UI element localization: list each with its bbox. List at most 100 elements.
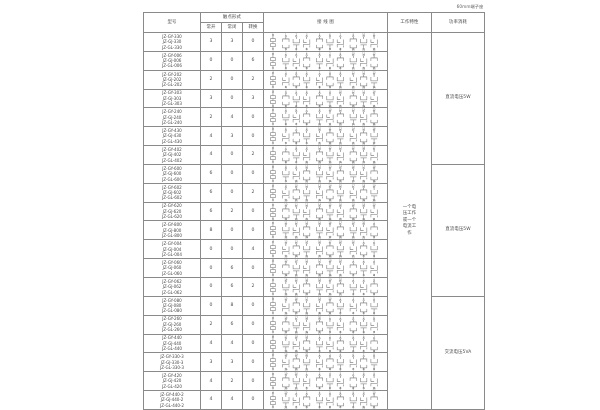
svg-text:4: 4 — [295, 71, 297, 74]
svg-text:3: 3 — [272, 240, 274, 242]
svg-text:8: 8 — [306, 127, 308, 130]
svg-text:7: 7 — [363, 349, 365, 352]
cell-normally-closed: 6 — [221, 258, 243, 278]
svg-text:12: 12 — [352, 90, 356, 93]
svg-text:17: 17 — [362, 165, 366, 168]
wiring-schematic: 2 2 3 3 4 4 5 6 7 7 8 8 9 10 11 11 12 12 13 — [270, 52, 378, 70]
table-row: JZ-GY-260 JZ-GJ-260 JZ-GL-260 2 6 0 7 16 17 17 18 1… — [143, 314, 485, 335]
svg-text:12: 12 — [362, 66, 366, 69]
cell-normally-closed: 6 — [221, 314, 243, 335]
svg-text:7: 7 — [319, 66, 321, 69]
svg-text:18: 18 — [305, 316, 309, 319]
svg-text:14: 14 — [362, 108, 366, 111]
svg-text:10: 10 — [295, 180, 299, 183]
cell-model: JZ-GY-440 JZ-GJ-440 JZ-GL-440 — [143, 333, 201, 354]
svg-text:6: 6 — [295, 108, 297, 111]
svg-text:3: 3 — [363, 278, 365, 281]
svg-text:6: 6 — [329, 33, 331, 36]
model-number: JZ-GJ-420 — [162, 378, 182, 384]
svg-text:4: 4 — [329, 368, 331, 371]
svg-text:3: 3 — [306, 33, 308, 36]
svg-text:18: 18 — [318, 274, 322, 277]
cell-normally-open: 0 — [200, 258, 222, 278]
model-number: JZ-GJ-080 — [162, 303, 182, 309]
model-number: JZ-GY-004 — [162, 241, 182, 247]
svg-text:18: 18 — [372, 161, 376, 164]
svg-text:8: 8 — [340, 52, 342, 55]
svg-text:2: 2 — [306, 387, 308, 390]
svg-text:9: 9 — [306, 146, 308, 149]
wiring-schematic: 8 17 18 18 19 19 20 1 2 2 3 3 4 5 6 6 7 7 8 — [270, 335, 378, 352]
svg-text:9: 9 — [319, 104, 321, 107]
cell-power-consumption: 直流电压5W — [431, 32, 485, 165]
svg-text:3: 3 — [285, 71, 287, 74]
svg-text:7: 7 — [295, 123, 297, 126]
svg-text:2: 2 — [329, 330, 331, 333]
svg-text:13: 13 — [305, 217, 309, 220]
svg-text:16: 16 — [372, 123, 376, 126]
svg-text:20: 20 — [318, 311, 322, 314]
svg-text:10: 10 — [284, 198, 288, 201]
cell-changeover: 2 — [242, 145, 264, 165]
cell-wiring-diagram: 3 3 4 4 5 5 6 7 8 8 9 9 10 11 12 12 13 13 14 — [263, 69, 388, 90]
svg-text:1: 1 — [285, 33, 287, 36]
cell-normally-open: 0 — [200, 276, 222, 297]
svg-text:15: 15 — [328, 203, 332, 206]
svg-text:8: 8 — [319, 90, 321, 93]
svg-text:11: 11 — [372, 406, 376, 409]
svg-text:8: 8 — [295, 146, 297, 149]
svg-text:20: 20 — [372, 198, 376, 201]
svg-text:18: 18 — [339, 236, 343, 239]
cell-normally-closed: 3 — [221, 32, 243, 52]
svg-text:9: 9 — [373, 372, 375, 375]
svg-text:10: 10 — [328, 104, 332, 107]
svg-text:15: 15 — [328, 198, 332, 201]
model-number: JZ-GL-440 — [162, 346, 182, 352]
model-number: JZ-GL-620 — [162, 214, 182, 220]
svg-text:16: 16 — [339, 203, 343, 206]
header-model: 型号 — [143, 12, 201, 33]
model-number: JZ-GJ-602 — [162, 189, 182, 195]
svg-text:5: 5 — [306, 66, 308, 69]
svg-text:16: 16 — [352, 161, 356, 164]
svg-text:14: 14 — [318, 198, 322, 201]
svg-text:9: 9 — [272, 184, 274, 186]
svg-text:17: 17 — [305, 293, 309, 296]
cell-normally-open: 0 — [200, 295, 222, 316]
svg-text:13: 13 — [352, 108, 356, 111]
cell-normally-open: 2 — [200, 107, 222, 128]
svg-text:6: 6 — [306, 90, 308, 93]
svg-text:18: 18 — [284, 353, 288, 356]
svg-text:14: 14 — [339, 165, 343, 168]
svg-text:2: 2 — [272, 391, 274, 393]
svg-text:10: 10 — [284, 203, 288, 206]
svg-text:6: 6 — [285, 127, 287, 130]
svg-text:10: 10 — [352, 52, 356, 55]
svg-text:20: 20 — [318, 316, 322, 319]
model-number: JZ-GJ-620 — [162, 208, 182, 214]
svg-text:17: 17 — [339, 217, 343, 220]
svg-text:15: 15 — [339, 180, 343, 183]
svg-text:1: 1 — [363, 240, 365, 243]
svg-text:17: 17 — [339, 221, 343, 224]
svg-text:16: 16 — [284, 311, 288, 314]
cell-changeover: 0 — [242, 163, 264, 184]
svg-text:3: 3 — [272, 71, 274, 73]
cell-wiring-diagram: 8 8 9 9 10 10 11 12 13 13 14 14 15 16 17 17 18 18 19 — [263, 163, 388, 184]
header-row-top: 型号 触点形式 接 线 图 工作特性 功率消耗 — [143, 12, 485, 33]
svg-text:19: 19 — [295, 353, 299, 356]
model-number: JZ-GL-303 — [162, 101, 182, 107]
svg-text:15: 15 — [362, 123, 366, 126]
svg-text:8: 8 — [295, 142, 297, 145]
svg-text:17: 17 — [318, 259, 322, 262]
model-number: JZ-GL-202 — [162, 82, 182, 88]
svg-text:13: 13 — [284, 255, 288, 258]
svg-text:17: 17 — [305, 297, 309, 300]
svg-text:4: 4 — [285, 85, 287, 88]
wiring-schematic: 6 6 7 7 8 8 9 10 11 11 12 12 13 14 15 15 16 16 17 — [270, 127, 378, 145]
svg-text:1: 1 — [340, 297, 342, 300]
svg-text:11: 11 — [372, 33, 376, 36]
cell-power-consumption: 交流电压5VA — [431, 295, 485, 410]
svg-text:1: 1 — [352, 259, 354, 262]
